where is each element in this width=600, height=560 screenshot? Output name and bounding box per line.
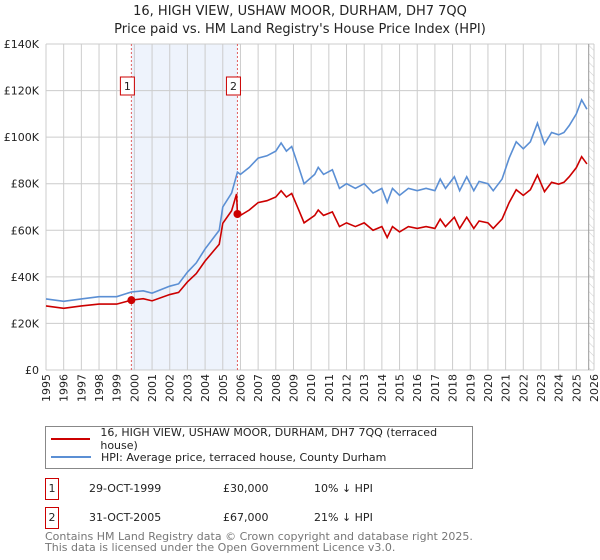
x-tick-label: 2006 — [234, 374, 247, 402]
transaction-date: 29-OCT-1999 — [89, 482, 162, 495]
footer: Contains HM Land Registry data © Crown c… — [45, 531, 473, 553]
sale-label: 2 — [230, 80, 237, 93]
price-chart: 1995 1996 1997 1998 1999 2000 2001 2002 2003 2004… — [4, 38, 600, 402]
x-tick-label: 2020 — [482, 374, 495, 402]
hpi-line — [45, 98, 588, 303]
transaction-number: 2 — [45, 507, 59, 529]
chart-subtitle: Price paid vs. HM Land Registry's House … — [114, 22, 486, 37]
x-tick-label: 2004 — [199, 374, 212, 402]
x-tick-label: 1996 — [58, 374, 71, 402]
y-tick-label: £60K — [11, 224, 40, 237]
sale-label-box — [225, 76, 241, 96]
legend-label: HPI: Average price, terraced house, Coun… — [101, 450, 387, 464]
sale-point — [233, 209, 242, 218]
forecast-hatch — [588, 44, 594, 370]
transaction-price: £67,000 — [223, 511, 269, 524]
x-tick-label: 2007 — [252, 374, 265, 402]
x-tick-label: 2024 — [553, 374, 566, 402]
x-tick-label: 2012 — [341, 374, 354, 402]
x-tick-label: 2011 — [323, 374, 336, 402]
transaction-row: 1 29-OCT-1999 £30,000 10% ↓ HPI — [45, 478, 545, 500]
transaction-date: 31-OCT-2005 — [89, 511, 162, 524]
x-tick-label: 2015 — [394, 374, 407, 402]
x-tick-label: 2010 — [305, 374, 318, 402]
x-tick-label: 2016 — [411, 374, 424, 402]
x-tick-label: 2025 — [570, 374, 583, 402]
y-tick-label: £100K — [4, 131, 40, 144]
x-tick-label: 2022 — [517, 374, 530, 402]
x-tick-label: 2017 — [429, 374, 442, 402]
footer-copyright: Contains HM Land Registry data © Crown c… — [45, 530, 473, 543]
blue-line-swatch — [51, 456, 91, 458]
legend-label: 16, HIGH VIEW, USHAW MOOR, DURHAM, DH7 7… — [100, 426, 438, 452]
chart-title: 16, HIGH VIEW, USHAW MOOR, DURHAM, DH7 7… — [133, 4, 467, 19]
y-tick-label: £0 — [25, 364, 39, 377]
x-tick-label: 2001 — [146, 374, 159, 402]
x-tick-label: 2014 — [376, 374, 389, 402]
sale-point — [127, 296, 136, 305]
y-tick-label: £40K — [11, 271, 40, 284]
x-tick-label: 1999 — [111, 374, 124, 402]
x-tick-label: 2002 — [164, 374, 177, 402]
y-tick-label: £120K — [4, 85, 40, 98]
x-tick-label: 2000 — [128, 374, 141, 402]
x-tick-label: 2008 — [270, 374, 283, 402]
x-tick-label: 2026 — [588, 374, 600, 402]
x-tick-label: 2018 — [447, 374, 460, 402]
x-tick-label: 2005 — [217, 374, 230, 402]
sale-label: 1 — [124, 80, 131, 93]
legend-item-price-paid: 16, HIGH VIEW, USHAW MOOR, DURHAM, DH7 7… — [51, 426, 472, 452]
x-tick-label: 2019 — [464, 374, 477, 402]
x-tick-label: 1995 — [40, 374, 53, 402]
legend: 16, HIGH VIEW, USHAW MOOR, DURHAM, DH7 7… — [45, 426, 473, 469]
legend-item-hpi: HPI: Average price, terraced house, Coun… — [51, 449, 386, 465]
x-tick-label: 2003 — [181, 374, 194, 402]
sale-period-shading — [131, 44, 238, 370]
x-tick-label: 1998 — [93, 374, 106, 402]
y-tick-label: £20K — [11, 317, 40, 330]
x-tick-label: 1997 — [75, 374, 88, 402]
transaction-hpi-diff: 10% ↓ HPI — [314, 482, 373, 495]
x-tick-label: 2013 — [358, 374, 371, 402]
sale-label-box — [119, 76, 135, 96]
y-tick-label: £80K — [11, 178, 40, 191]
footer-licence: This data is licensed under the Open Gov… — [45, 541, 396, 554]
y-tick-label: £140K — [4, 38, 40, 51]
transaction-row: 2 31-OCT-2005 £67,000 21% ↓ HPI — [45, 507, 545, 529]
transaction-number: 1 — [45, 478, 59, 500]
x-tick-label: 2021 — [500, 374, 513, 402]
x-tick-label: 2009 — [287, 374, 300, 402]
red-line-swatch — [51, 438, 91, 440]
transaction-hpi-diff: 21% ↓ HPI — [314, 511, 373, 524]
transaction-price: £30,000 — [223, 482, 269, 495]
x-tick-label: 2023 — [535, 374, 548, 402]
price-paid-line — [45, 155, 588, 310]
